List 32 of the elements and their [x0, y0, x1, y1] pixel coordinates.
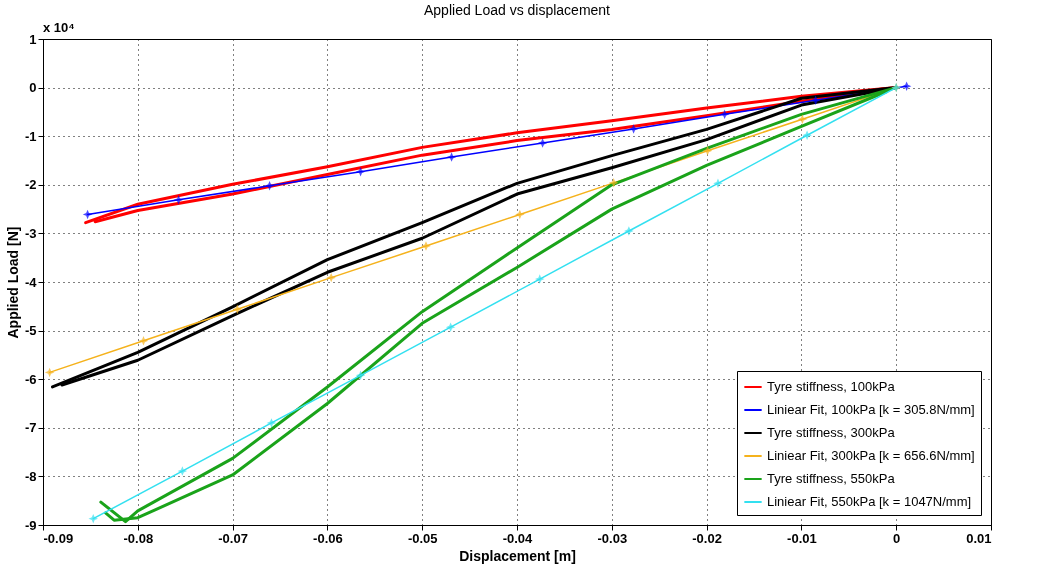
x-tick-label: -0.05	[407, 530, 438, 546]
x-tick-label: 0.01	[966, 530, 992, 546]
y-tick-label: 1	[29, 31, 37, 47]
y-tick-label: -1	[24, 128, 37, 144]
x-tick-label: -0.03	[597, 530, 628, 546]
chart-title: Applied Load vs displacement	[423, 2, 611, 18]
y-tick-label: -8	[24, 468, 37, 484]
legend-label: Liniear Fit, 550kPa [k = 1047N/mm]	[767, 494, 972, 509]
y-axis-title: Applied Load [N]	[4, 226, 21, 339]
y-tick-label: -3	[24, 225, 37, 241]
x-tick-label: -0.08	[123, 530, 154, 546]
x-tick-label: 0	[893, 530, 901, 546]
x-tick-label: -0.06	[313, 530, 343, 546]
y-tick-label: -9	[24, 517, 37, 533]
y-tick-label: -7	[24, 420, 37, 436]
legend-label: Liniear Fit, 300kPa [k = 656.6N/mm]	[767, 448, 975, 463]
legend-label: Tyre stiffness, 100kPa	[767, 379, 896, 394]
x-tick-label: -0.09	[43, 530, 74, 546]
y-tick-label: -6	[24, 371, 37, 387]
x-tick-label: -0.07	[218, 530, 248, 546]
y-tick-label: -2	[24, 177, 37, 193]
x-tick-label: -0.04	[502, 530, 534, 546]
x-tick-label: -0.02	[692, 530, 722, 546]
legend-label: Liniear Fit, 100kPa [k = 305.8N/mm]	[767, 402, 975, 417]
legend-label: Tyre stiffness, 300kPa	[767, 425, 896, 440]
y-tick-label: -4	[24, 274, 38, 290]
y-tick-label: -5	[24, 323, 37, 339]
legend-label: Tyre stiffness, 550kPa	[767, 471, 896, 486]
x-axis-title: Displacement [m]	[459, 547, 576, 564]
x-tick-label: -0.01	[787, 530, 817, 546]
text: x 10⁴	[43, 20, 75, 35]
y-tick-label: 0	[29, 80, 37, 96]
